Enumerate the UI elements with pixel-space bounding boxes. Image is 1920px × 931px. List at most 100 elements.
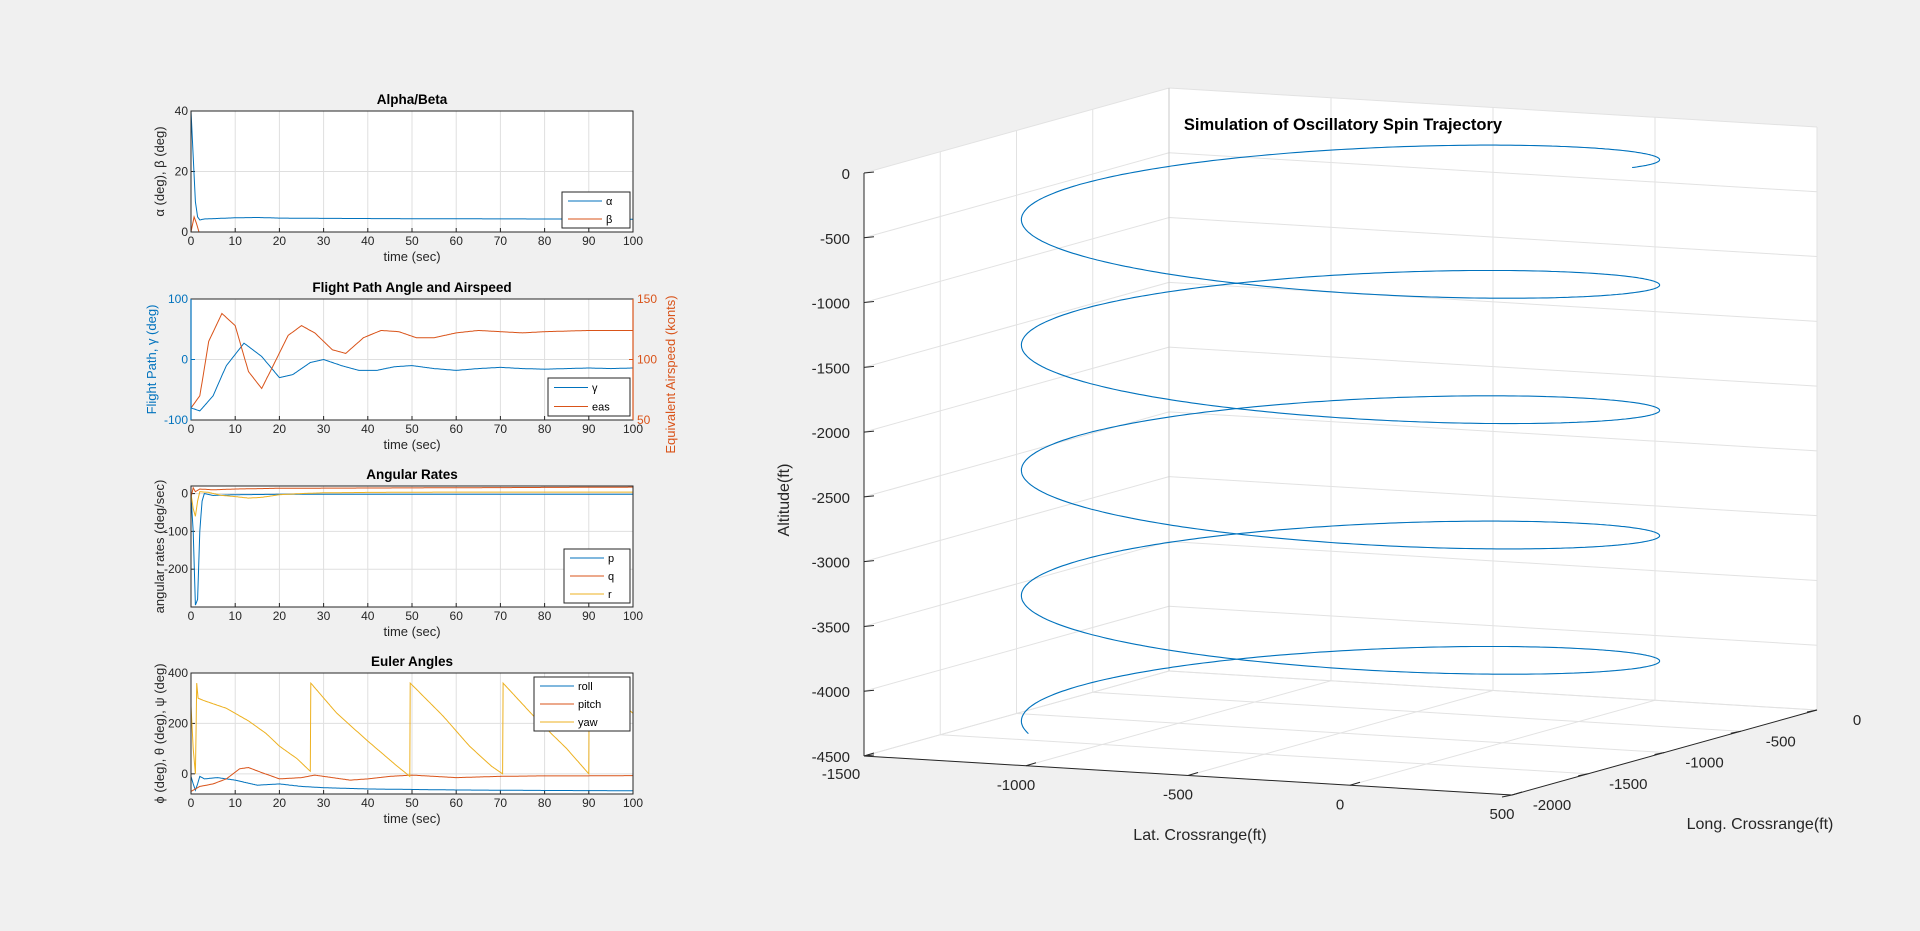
x-tick-label: 90: [582, 422, 596, 436]
x-tick-label: 50: [405, 234, 419, 248]
x-axis-label: Lat. Crossrange(ft): [1133, 827, 1266, 844]
y-axis-label: Long. Crossrange(ft): [1687, 816, 1834, 833]
x-tick-label: 80: [538, 796, 552, 810]
trajectory-line: [1020, 144, 1661, 735]
y-tick-label: 0: [1853, 712, 1861, 729]
x-tick-label: 10: [229, 609, 243, 623]
spin-trajectory-3d-plot: -1000 -500 0 500 -1500 -2000 -1500 -1000 -500 0 -4…: [776, 87, 1861, 844]
x-tick-label: 70: [494, 422, 508, 436]
subplot-title: Euler Angles: [371, 654, 453, 669]
z-gridline: [1168, 346, 1818, 387]
z-tick-label: -2500: [812, 490, 850, 507]
x-tick-label: 50: [405, 796, 419, 810]
z-tick-mark: [863, 236, 875, 239]
z-gridline: [863, 87, 1170, 174]
legend-label: yaw: [578, 717, 598, 729]
x-tick-label: 100: [623, 796, 643, 810]
y-gridline: [940, 734, 1589, 775]
legend-label: pitch: [578, 699, 601, 711]
x-tick-label: 60: [450, 796, 464, 810]
x-tick-label: 90: [582, 234, 596, 248]
axes-box: [190, 672, 634, 795]
x-axis-label: time (sec): [383, 249, 440, 264]
y-tick-label: 400: [168, 666, 188, 680]
series-line-p: [191, 493, 633, 606]
y-axis-label: angular rates (deg/sec): [152, 480, 167, 614]
legend-box: [547, 377, 631, 417]
legend-label: γ: [592, 383, 598, 395]
x-tick-label: 500: [1489, 806, 1514, 823]
series-line-yaw: [191, 681, 633, 778]
x-tick-label: 0: [188, 609, 195, 623]
z-gridline: [863, 476, 1170, 563]
legend-label: r: [608, 589, 612, 601]
x-tick-label: 90: [582, 609, 596, 623]
legend: roll pitch yaw: [533, 676, 631, 732]
z-gridline: [863, 217, 1170, 304]
x-tick-label: 20: [273, 609, 287, 623]
y-axis-label: ϕ (deg), θ (deg), ψ (deg): [152, 663, 167, 803]
series-line-pitch: [191, 766, 633, 792]
x-tick-label: 100: [623, 422, 643, 436]
y-tick-label: 40: [175, 104, 189, 118]
y-tick-label: -1500: [1609, 776, 1647, 793]
x-tick-label: 40: [361, 796, 375, 810]
series-line-q: [191, 486, 633, 498]
legend-label: α: [606, 196, 613, 208]
subplot-title: Angular Rates: [366, 467, 458, 482]
x-tick-label: 70: [494, 609, 508, 623]
x-tick-label: 80: [538, 422, 552, 436]
z-tick-mark: [863, 495, 875, 498]
x-tick-label: 70: [494, 796, 508, 810]
z-tick-label: -3000: [812, 555, 850, 572]
x-tick-label: 20: [273, 234, 287, 248]
z-tick-label: -4000: [812, 684, 850, 701]
z-gridline: [1168, 87, 1818, 128]
subplot-4: 0 10 20 30 40 50 60 70 80 90 100 0 200 400 Euler Angle…: [152, 654, 643, 826]
x-tick-label: 40: [361, 234, 375, 248]
z-tick-label: -2000: [812, 425, 850, 442]
y-tick-label: 100: [168, 292, 188, 306]
x-tick-label: -500: [1163, 787, 1193, 804]
z-gridline: [1168, 217, 1818, 258]
x-tick-mark: [1349, 781, 1361, 786]
x-tick-label: 80: [538, 234, 552, 248]
legend-label: eas: [592, 402, 610, 414]
z-gridline: [863, 281, 1170, 368]
z-tick-mark: [863, 754, 875, 757]
legend-label: roll: [578, 681, 593, 693]
x-tick-label: 0: [188, 234, 195, 248]
z-tick-label: 0: [842, 166, 850, 183]
y-gridline: [1092, 691, 1741, 732]
x-tick-label: 80: [538, 609, 552, 623]
y-tick-label: -100: [164, 524, 188, 538]
z-gridline: [1168, 281, 1818, 322]
x-tick-label: 50: [405, 422, 419, 436]
x-tick-label: 100: [623, 609, 643, 623]
legend: γ eas: [547, 377, 631, 417]
z-gridline: [863, 605, 1170, 692]
x-tick-label: 10: [229, 796, 243, 810]
legend: αβ: [561, 191, 631, 229]
x-tick-label: 20: [273, 422, 287, 436]
y-right-axis-label: Equivalent Airspeed (konts): [663, 295, 678, 453]
y-tick-label: 200: [168, 716, 188, 730]
legend-label: β: [606, 214, 612, 226]
subplot-title: Flight Path Angle and Airspeed: [312, 280, 511, 295]
chart-title: Simulation of Oscillatory Spin Trajector…: [1184, 116, 1503, 134]
z-tick-label: -500: [820, 231, 850, 248]
x-tick-label: 60: [450, 234, 464, 248]
x-tick-label: 40: [361, 422, 375, 436]
x-tick-label: 100: [623, 234, 643, 248]
z-gridline: [863, 670, 1170, 757]
y-right-tick-label: 150: [637, 292, 657, 306]
x-tick-label: 90: [582, 796, 596, 810]
y-tick-mark: [1578, 773, 1589, 777]
y-tick-label: 20: [175, 165, 189, 179]
x-tick-label: 30: [317, 796, 331, 810]
y-tick-label: 0: [181, 767, 188, 781]
y-tick-label: -100: [164, 413, 188, 427]
y-tick-label: 0: [181, 487, 188, 501]
z-tick-label: -3500: [812, 619, 850, 636]
x-tick-mark: [1187, 772, 1199, 776]
